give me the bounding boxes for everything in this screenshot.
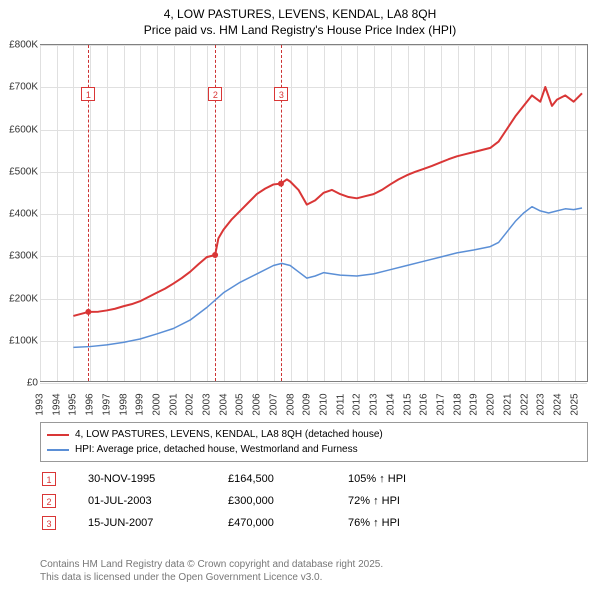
legend-label: HPI: Average price, detached house, West… bbox=[75, 442, 358, 457]
x-tick-label: 2015 bbox=[402, 393, 413, 415]
x-tick-label: 2006 bbox=[252, 393, 263, 415]
sale-date: 30-NOV-1995 bbox=[88, 473, 228, 485]
y-tick-label: £400K bbox=[0, 209, 38, 220]
x-tick-label: 2016 bbox=[419, 393, 430, 415]
y-tick-label: £500K bbox=[0, 166, 38, 177]
y-tick-label: £600K bbox=[0, 124, 38, 135]
x-tick-label: 1998 bbox=[118, 393, 129, 415]
x-tick-label: 2004 bbox=[218, 393, 229, 415]
sales-row: 3 15-JUN-2007£470,00076% ↑ HPI bbox=[40, 512, 588, 534]
x-tick-label: 2011 bbox=[335, 394, 346, 416]
sales-table: 1 30-NOV-1995£164,500105% ↑ HPI 2 01-JUL-20… bbox=[40, 468, 588, 534]
x-tick-label: 1999 bbox=[135, 393, 146, 415]
series-price_paid bbox=[73, 87, 582, 316]
x-tick-label: 2023 bbox=[536, 393, 547, 415]
legend-row: 4, LOW PASTURES, LEVENS, KENDAL, LA8 8QH… bbox=[47, 427, 581, 442]
sale-dot bbox=[85, 309, 91, 315]
plot-area: £0£100K£200K£300K£400K£500K£600K£700K£80… bbox=[40, 44, 588, 382]
x-tick-label: 1995 bbox=[68, 393, 79, 415]
x-tick-label: 2022 bbox=[519, 393, 530, 415]
sale-number-box: 3 bbox=[42, 516, 56, 530]
x-tick-label: 2024 bbox=[552, 393, 563, 415]
legend-swatch bbox=[47, 449, 69, 451]
x-tick-label: 1996 bbox=[85, 393, 96, 415]
sale-dot bbox=[212, 252, 218, 258]
legend-label: 4, LOW PASTURES, LEVENS, KENDAL, LA8 8QH… bbox=[75, 427, 383, 442]
sale-number-box: 2 bbox=[42, 494, 56, 508]
y-tick-label: £100K bbox=[0, 335, 38, 346]
sale-number-box: 1 bbox=[42, 472, 56, 486]
x-tick-label: 2013 bbox=[369, 393, 380, 415]
x-tick-label: 2021 bbox=[502, 393, 513, 415]
x-tick-label: 2002 bbox=[185, 393, 196, 415]
x-tick-label: 2003 bbox=[202, 393, 213, 415]
x-tick-label: 2009 bbox=[302, 393, 313, 415]
x-tick-label: 2001 bbox=[168, 393, 179, 415]
attribution-line1: Contains HM Land Registry data © Crown c… bbox=[40, 558, 588, 571]
x-tick-label: 2012 bbox=[352, 393, 363, 415]
legend-swatch bbox=[47, 434, 69, 436]
x-tick-label: 2017 bbox=[435, 393, 446, 415]
legend: 4, LOW PASTURES, LEVENS, KENDAL, LA8 8QH… bbox=[40, 422, 588, 462]
grid-h bbox=[40, 383, 587, 384]
x-tick-label: 2018 bbox=[452, 393, 463, 415]
sale-price: £164,500 bbox=[228, 473, 348, 485]
sales-row: 2 01-JUL-2003£300,00072% ↑ HPI bbox=[40, 490, 588, 512]
sale-price: £300,000 bbox=[228, 495, 348, 507]
attribution-line2: This data is licensed under the Open Gov… bbox=[40, 571, 588, 584]
x-tick-label: 2007 bbox=[268, 393, 279, 415]
sale-pct: 72% ↑ HPI bbox=[348, 495, 498, 507]
chart-container: 4, LOW PASTURES, LEVENS, KENDAL, LA8 8QH… bbox=[0, 0, 600, 590]
y-tick-label: £200K bbox=[0, 293, 38, 304]
x-tick-label: 2019 bbox=[469, 393, 480, 415]
x-tick-label: 2000 bbox=[151, 393, 162, 415]
series-svg bbox=[40, 45, 587, 381]
y-tick-label: £300K bbox=[0, 251, 38, 262]
x-tick-label: 2025 bbox=[569, 393, 580, 415]
x-tick-label: 1997 bbox=[101, 393, 112, 415]
sale-dot bbox=[278, 181, 284, 187]
sale-date: 15-JUN-2007 bbox=[88, 517, 228, 529]
sale-price: £470,000 bbox=[228, 517, 348, 529]
x-tick-label: 1994 bbox=[51, 393, 62, 415]
sale-date: 01-JUL-2003 bbox=[88, 495, 228, 507]
x-tick-label: 2008 bbox=[285, 393, 296, 415]
series-hpi bbox=[73, 207, 582, 348]
y-tick-label: £700K bbox=[0, 82, 38, 93]
y-tick-label: £0 bbox=[0, 378, 38, 389]
x-tick-label: 2014 bbox=[385, 393, 396, 415]
x-tick-label: 1993 bbox=[35, 393, 46, 415]
legend-row: HPI: Average price, detached house, West… bbox=[47, 442, 581, 457]
attribution: Contains HM Land Registry data © Crown c… bbox=[40, 558, 588, 584]
y-tick-label: £800K bbox=[0, 40, 38, 51]
x-tick-label: 2020 bbox=[486, 393, 497, 415]
sale-pct: 105% ↑ HPI bbox=[348, 473, 498, 485]
sale-pct: 76% ↑ HPI bbox=[348, 517, 498, 529]
title-line1: 4, LOW PASTURES, LEVENS, KENDAL, LA8 8QH bbox=[0, 6, 600, 22]
sales-row: 1 30-NOV-1995£164,500105% ↑ HPI bbox=[40, 468, 588, 490]
x-tick-label: 2005 bbox=[235, 393, 246, 415]
chart-title-block: 4, LOW PASTURES, LEVENS, KENDAL, LA8 8QH… bbox=[0, 0, 600, 38]
title-line2: Price paid vs. HM Land Registry's House … bbox=[0, 22, 600, 38]
x-tick-label: 2010 bbox=[319, 393, 330, 415]
